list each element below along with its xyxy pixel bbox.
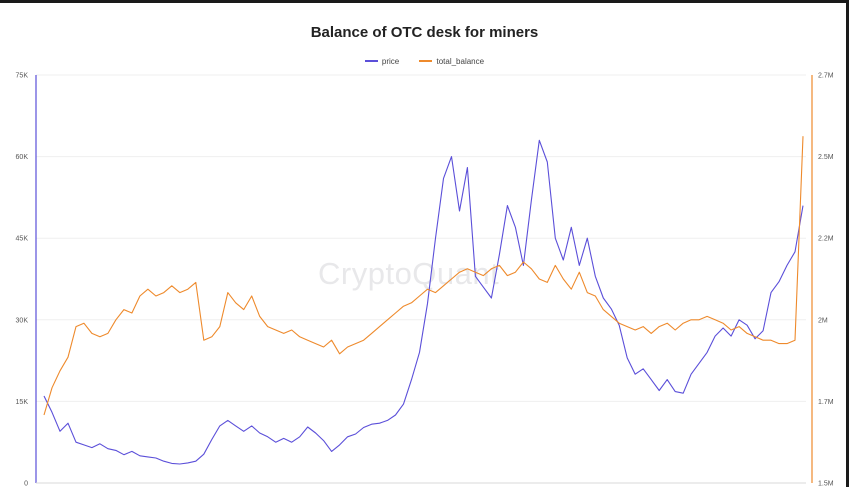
y-left-tick-label: 60K <box>16 154 29 161</box>
y-right-tick-label: 2.5M <box>818 154 834 161</box>
y-left-tick-label: 0 <box>24 481 28 487</box>
series-line-price <box>43 139 804 465</box>
y-right-tick-label: 2M <box>818 317 828 324</box>
legend-label-total-balance: total_balance <box>436 56 485 66</box>
watermark: CryptoQuant <box>318 256 500 291</box>
legend-swatch-price <box>364 60 378 62</box>
y-right-tick-label: 2.2M <box>818 236 834 243</box>
legend-item-total-balance[interactable]: total_balance <box>419 57 484 66</box>
series-line-total-balance <box>43 136 804 416</box>
top-border <box>0 0 849 3</box>
chart-title: Balance of OTC desk for miners <box>310 24 539 41</box>
y-left-tick-label: 30K <box>16 317 29 324</box>
y-right-tick-label: 2.7M <box>818 73 834 80</box>
y-left-tick-label: 15K <box>16 399 29 406</box>
right-border <box>846 0 849 487</box>
y-right-tick-label: 1.5M <box>818 481 834 487</box>
y-left-tick-label: 75K <box>16 73 29 80</box>
chart-legend: price total_balance <box>0 55 849 66</box>
legend-label-price: price <box>381 56 400 66</box>
y-left-tick-label: 45K <box>16 236 29 243</box>
legend-swatch-total-balance <box>419 60 433 62</box>
legend-item-price[interactable]: price <box>364 56 400 66</box>
y-right-tick-label: 1.7M <box>818 399 834 406</box>
